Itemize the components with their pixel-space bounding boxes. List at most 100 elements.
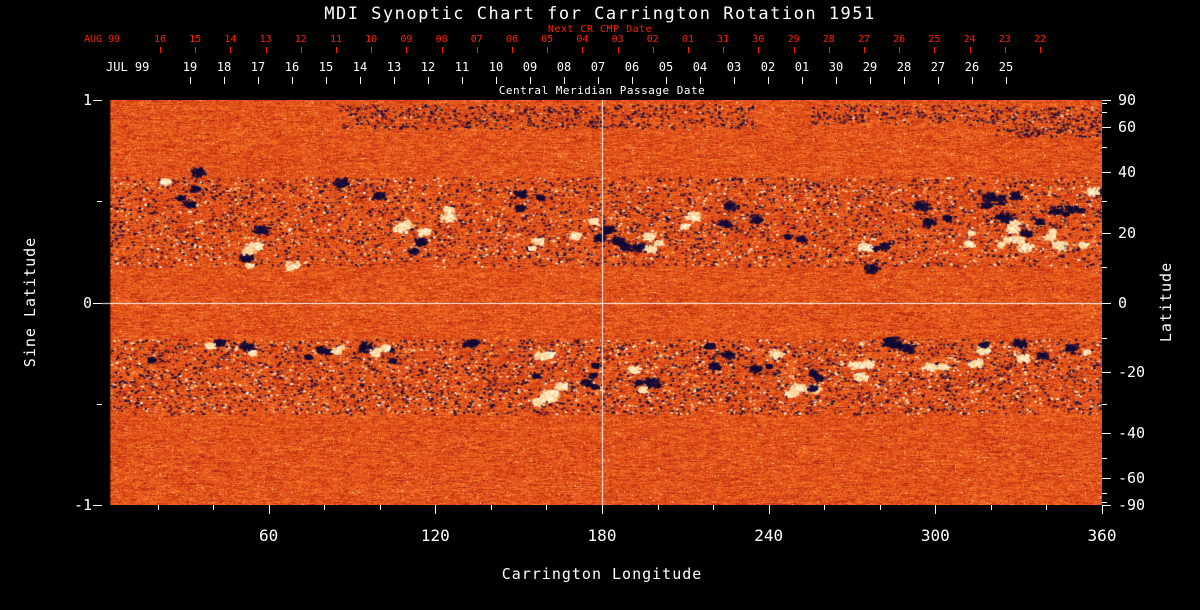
cmp-date-tick-label: 13 <box>386 60 402 74</box>
longitude-tick <box>935 505 937 514</box>
cmp-date-tick-label: 12 <box>420 60 436 74</box>
longitude-tick <box>990 505 992 510</box>
next-cr-date-tick-label: 02 <box>646 34 659 45</box>
cmp-date-tick-label: 06 <box>624 60 640 74</box>
longitude-tick <box>213 505 215 510</box>
next-cr-date-tick-label: 24 <box>963 34 976 45</box>
longitude-tick <box>768 505 770 514</box>
next-cr-tick <box>1040 47 1041 53</box>
next-cr-date-tick-label: 09 <box>400 34 413 45</box>
next-cr-tick <box>406 47 408 53</box>
latitude-tick-label: 90 <box>1118 91 1137 109</box>
cmp-date-tick-label: 03 <box>726 60 742 74</box>
sine-latitude-tick <box>93 505 102 506</box>
next-cr-date-tick-label: 06 <box>505 34 519 45</box>
latitude-tick-label: 0 <box>1118 293 1128 312</box>
next-cr-date-tick-label: 27 <box>857 34 871 45</box>
next-cr-date-tick-label: 29 <box>787 34 800 45</box>
cmp-date-tick-label: 09 <box>522 60 538 74</box>
latitude-tick-label: -90 <box>1118 496 1146 514</box>
cmp-tick <box>326 77 327 84</box>
next-cr-date-tick-label: 31 <box>717 34 730 45</box>
longitude-tick-label: 360 <box>1087 526 1117 545</box>
longitude-tick <box>379 505 381 510</box>
cmp-tick <box>258 77 259 84</box>
longitude-tick <box>879 505 881 510</box>
chart-title: MDI Synoptic Chart for Carrington Rotati… <box>324 4 876 24</box>
longitude-tick <box>268 505 270 514</box>
cmp-tick <box>904 77 905 84</box>
cmp-tick <box>768 77 769 84</box>
latitude-tick <box>1102 100 1111 101</box>
cmp-month-label: JUL 99 <box>106 60 150 74</box>
latitude-minor-tick <box>1102 337 1107 339</box>
longitude-tick <box>1102 505 1103 514</box>
latitude-tick <box>1102 371 1111 373</box>
latitude-tick <box>1102 233 1111 235</box>
next-cr-tick <box>652 47 654 53</box>
latitude-minor-tick <box>1102 501 1107 503</box>
latitude-tick <box>1102 477 1111 479</box>
longitude-tick-label: 300 <box>920 526 950 545</box>
cmp-date-tick-label: 25 <box>998 60 1014 74</box>
cmp-tick <box>666 77 667 84</box>
cmp-date-tick-label: 10 <box>488 60 504 74</box>
latitude-tick <box>1102 505 1111 506</box>
latitude-tick-label: 60 <box>1118 118 1137 137</box>
latitude-tick-label: 20 <box>1118 224 1137 243</box>
latitude-minor-tick <box>1102 492 1107 494</box>
cmp-tick <box>462 77 463 84</box>
next-cr-tick <box>371 47 373 53</box>
next-cr-tick <box>476 47 478 53</box>
cmp-tick <box>530 77 531 84</box>
magnetogram-map <box>102 100 1102 505</box>
latitude-minor-tick <box>1102 457 1107 459</box>
cmp-tick <box>224 77 225 84</box>
next-cr-date-tick-label: 05 <box>541 34 554 45</box>
cmp-tick <box>938 77 939 84</box>
cmp-date-tick-label: 17 <box>250 60 266 74</box>
next-cr-date-tick-label: 10 <box>365 34 378 45</box>
sine-latitude-tick-label: -1 <box>73 496 92 514</box>
longitude-tick <box>602 505 603 514</box>
longitude-tick-label: 240 <box>754 526 784 545</box>
longitude-tick <box>435 505 437 514</box>
next-cr-date-tick-label: 28 <box>822 34 835 45</box>
cmp-date-tick-label: 29 <box>862 60 878 74</box>
longitude-tick <box>490 505 492 510</box>
sine-latitude-tick <box>93 100 102 101</box>
cmp-tick <box>292 77 293 84</box>
next-cr-date-tick-label: 26 <box>893 34 906 45</box>
next-cr-date-tick-label: 22 <box>1033 34 1047 45</box>
cmp-tick <box>870 77 871 84</box>
longitude-tick <box>1046 505 1048 510</box>
cmp-tick <box>598 77 599 84</box>
next-cr-date-tick-label: 07 <box>470 34 483 45</box>
cmp-date-tick-label: 26 <box>964 60 980 74</box>
longitude-tick <box>657 505 659 510</box>
longitude-tick <box>713 505 715 510</box>
next-cr-date-tick-label: 25 <box>928 34 941 45</box>
latitude-minor-tick <box>1102 103 1107 105</box>
next-cr-tick <box>441 47 443 53</box>
next-cr-tick <box>793 47 795 53</box>
cmp-tick <box>360 77 361 84</box>
longitude-tick-label: 120 <box>420 526 450 545</box>
next-cr-month-label: AUG 99 <box>84 34 121 45</box>
next-cr-tick <box>688 47 689 53</box>
longitude-tick-label: 60 <box>259 526 279 545</box>
latitude-minor-tick <box>1102 112 1107 114</box>
sine-latitude-tick-label: 0 <box>82 293 92 312</box>
next-cr-date-tick-label: 30 <box>752 34 765 45</box>
cmp-date-tick-label: 07 <box>590 60 606 74</box>
next-cr-tick <box>828 47 830 53</box>
cmp-date-tick-label: 19 <box>182 60 198 74</box>
next-cr-tick <box>1004 47 1006 53</box>
cmp-tick <box>1006 77 1007 84</box>
cmp-tick <box>190 77 191 84</box>
next-cr-date-tick-label: 14 <box>224 34 237 45</box>
cmp-tick <box>394 77 395 84</box>
latitude-tick-label: -60 <box>1118 468 1146 487</box>
latitude-tick <box>1102 172 1111 174</box>
